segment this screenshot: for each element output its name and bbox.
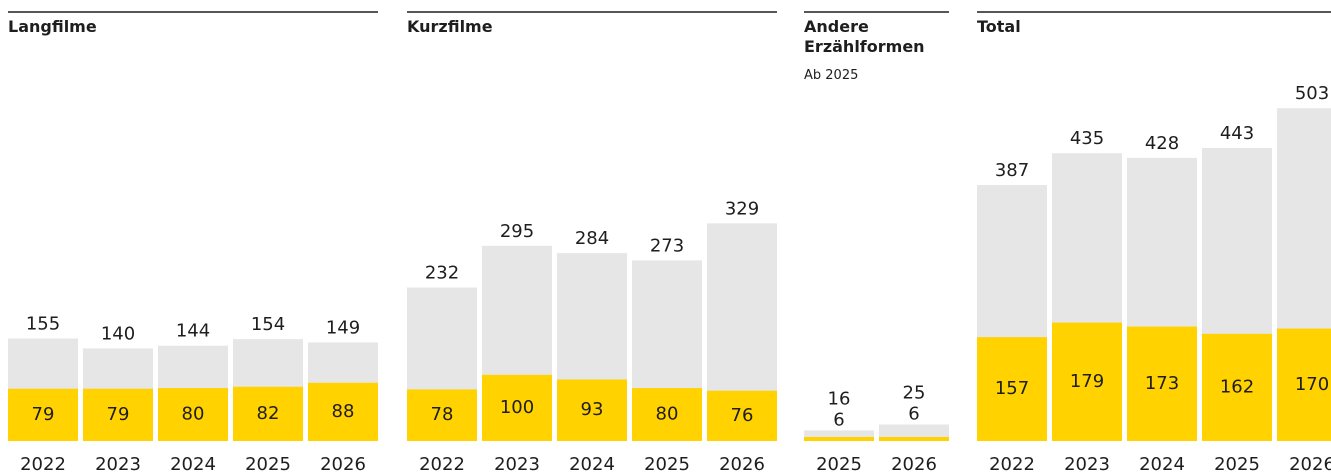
total-label: 16	[828, 388, 851, 409]
panel-title: Andere Erzählformen	[804, 17, 925, 56]
total-label: 443	[1220, 123, 1254, 144]
total-label: 149	[326, 317, 360, 338]
total-label: 435	[1070, 128, 1104, 149]
part-label: 79	[107, 404, 130, 425]
x-tick-label: 2026	[1289, 454, 1331, 475]
x-tick-label: 2025	[245, 454, 291, 475]
part-label: 80	[656, 404, 679, 425]
x-tick-label: 2024	[170, 454, 216, 475]
total-label: 140	[101, 323, 135, 344]
part-label: 170	[1295, 374, 1329, 395]
x-tick-label: 2025	[816, 454, 862, 475]
part-bar	[707, 390, 777, 441]
part-label: 100	[500, 397, 534, 418]
x-tick-label: 2023	[494, 454, 540, 475]
x-tick-label: 2023	[95, 454, 141, 475]
x-tick-label: 2026	[719, 454, 765, 475]
panel-title: Langfilme	[8, 17, 97, 36]
part-bar	[482, 374, 552, 441]
total-label: 503	[1295, 83, 1329, 104]
total-label: 284	[575, 228, 609, 249]
total-label: 387	[995, 160, 1029, 181]
part-bar	[8, 388, 78, 441]
part-label: 173	[1145, 373, 1179, 394]
x-tick-label: 2025	[644, 454, 690, 475]
part-label: 78	[431, 404, 454, 425]
total-label: 144	[176, 321, 210, 342]
total-label: 155	[26, 313, 60, 334]
part-label: 162	[1220, 376, 1254, 397]
part-bar	[977, 337, 1047, 441]
x-tick-label: 2022	[419, 454, 465, 475]
x-tick-label: 2023	[1064, 454, 1110, 475]
part-bar	[1127, 326, 1197, 441]
part-label: 179	[1070, 371, 1104, 392]
part-bar	[233, 386, 303, 441]
panel-title: Total	[977, 17, 1021, 36]
part-label: 6	[833, 409, 844, 430]
total-label: 295	[500, 221, 534, 242]
part-label: 6	[908, 403, 919, 424]
part-label: 82	[257, 403, 280, 424]
x-tick-label: 2025	[1214, 454, 1260, 475]
part-bar	[1277, 328, 1331, 441]
part-bar	[804, 437, 874, 441]
total-label: 232	[425, 263, 459, 284]
x-tick-label: 2026	[320, 454, 366, 475]
part-label: 88	[332, 401, 355, 422]
part-bar	[158, 388, 228, 441]
part-label: 80	[182, 404, 205, 425]
part-bar	[632, 388, 702, 441]
total-label: 273	[650, 235, 684, 256]
part-bar	[407, 389, 477, 441]
total-label: 154	[251, 314, 285, 335]
part-bar	[1202, 333, 1272, 441]
part-label: 76	[731, 405, 754, 426]
x-tick-label: 2022	[989, 454, 1035, 475]
total-bar	[804, 430, 874, 441]
panel-subtitle: Ab 2025	[804, 68, 859, 83]
x-tick-label: 2022	[20, 454, 66, 475]
x-tick-label: 2024	[569, 454, 615, 475]
x-tick-label: 2026	[891, 454, 937, 475]
part-bar	[557, 379, 627, 441]
x-tick-label: 2024	[1139, 454, 1185, 475]
total-label: 428	[1145, 133, 1179, 154]
part-label: 93	[581, 399, 604, 420]
total-bar	[879, 424, 949, 441]
total-label: 25	[903, 382, 926, 403]
total-label: 329	[725, 198, 759, 219]
part-bar	[1052, 322, 1122, 441]
part-bar	[308, 382, 378, 441]
part-bar	[83, 388, 153, 441]
part-label: 79	[32, 404, 55, 425]
panel-title: Kurzfilme	[407, 17, 493, 36]
part-bar	[879, 437, 949, 441]
part-label: 157	[995, 378, 1029, 399]
